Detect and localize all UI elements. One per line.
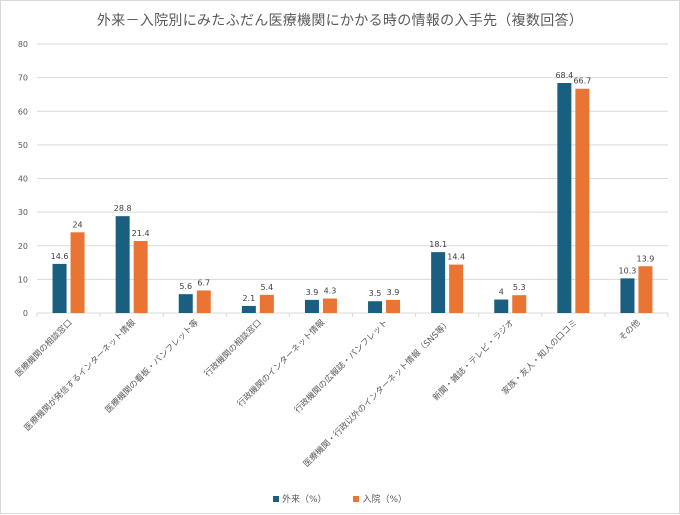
x-category-label: 医療機関の相談窓口 bbox=[13, 317, 75, 379]
bar-inpatient bbox=[196, 290, 211, 313]
x-category-label: 行政機関の相談窓口 bbox=[202, 317, 264, 379]
bar-outpatient bbox=[494, 299, 509, 313]
bar-outpatient bbox=[431, 252, 446, 313]
bar-inpatient bbox=[259, 294, 274, 313]
data-label: 4 bbox=[499, 288, 504, 297]
y-tick-label: 70 bbox=[18, 74, 28, 83]
data-label: 6.7 bbox=[197, 278, 210, 287]
x-category-label: その他 bbox=[617, 317, 643, 343]
bar-inpatient bbox=[133, 241, 148, 313]
bar-outpatient bbox=[557, 83, 572, 313]
data-label: 5.4 bbox=[260, 283, 273, 292]
y-tick-label: 50 bbox=[18, 141, 28, 150]
bar-inpatient bbox=[575, 88, 590, 313]
x-category-label: 医療機関が発信するインターネット情報 bbox=[22, 317, 138, 433]
legend-swatch-outpatient bbox=[273, 495, 279, 502]
data-label: 5.3 bbox=[513, 283, 526, 292]
data-label: 10.3 bbox=[619, 266, 637, 275]
bar-outpatient bbox=[241, 305, 256, 313]
bar-outpatient bbox=[368, 301, 383, 313]
x-category-label: 医療機関・行政以外のインターネット情報（SNS等） bbox=[301, 317, 453, 469]
data-label: 3.9 bbox=[306, 288, 319, 297]
y-tick-label: 0 bbox=[23, 309, 28, 318]
data-label: 21.4 bbox=[132, 229, 150, 238]
y-tick-label: 40 bbox=[18, 175, 28, 184]
data-label: 18.1 bbox=[429, 240, 447, 249]
bar-inpatient bbox=[512, 295, 527, 313]
y-tick-label: 10 bbox=[18, 275, 28, 284]
legend-item-inpatient: 入院（%） bbox=[353, 492, 407, 505]
data-label: 5.6 bbox=[179, 282, 192, 291]
data-label: 66.7 bbox=[573, 77, 591, 86]
legend-label-outpatient: 外来（%） bbox=[282, 495, 327, 505]
data-label: 3.5 bbox=[369, 289, 382, 298]
data-label: 2.1 bbox=[242, 294, 255, 303]
bar-outpatient bbox=[620, 278, 635, 313]
bar-inpatient bbox=[322, 298, 337, 313]
data-label: 13.9 bbox=[637, 254, 655, 263]
bar-inpatient bbox=[449, 264, 464, 313]
data-label: 14.4 bbox=[447, 253, 465, 262]
data-label: 14.6 bbox=[51, 252, 69, 261]
y-tick-label: 80 bbox=[18, 40, 28, 49]
y-tick-label: 20 bbox=[18, 242, 28, 251]
bar-inpatient bbox=[386, 299, 401, 313]
legend-label-inpatient: 入院（%） bbox=[362, 495, 407, 505]
legend-item-outpatient: 外来（%） bbox=[273, 492, 327, 505]
data-label: 28.8 bbox=[114, 204, 132, 213]
legend-swatch-inpatient bbox=[353, 495, 360, 502]
bar-outpatient bbox=[115, 216, 130, 313]
bar-inpatient bbox=[70, 232, 85, 313]
legend: 外来（%） 入院（%） bbox=[0, 492, 680, 505]
y-tick-label: 60 bbox=[18, 107, 28, 116]
bar-outpatient bbox=[178, 294, 193, 313]
data-label: 4.3 bbox=[324, 287, 337, 296]
bar-inpatient bbox=[638, 266, 653, 313]
data-label: 68.4 bbox=[555, 71, 573, 80]
bar-outpatient bbox=[304, 299, 319, 313]
chart-title: 外来－入院別にみたふだん医療機関にかかる時の情報の入手先（複数回答） bbox=[96, 13, 584, 29]
y-tick-label: 30 bbox=[18, 208, 28, 217]
data-label: 24 bbox=[72, 220, 82, 229]
data-label: 3.9 bbox=[387, 288, 400, 297]
bar-outpatient bbox=[52, 263, 67, 313]
